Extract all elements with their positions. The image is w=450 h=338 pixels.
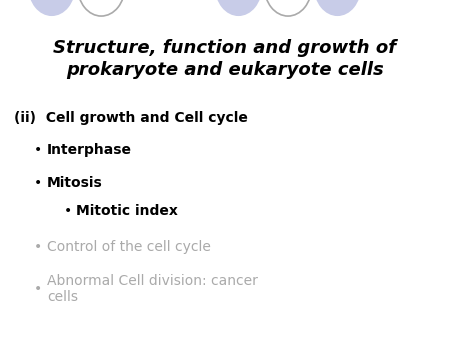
Text: •: •: [34, 175, 42, 190]
Text: Abnormal Cell division: cancer
cells: Abnormal Cell division: cancer cells: [47, 274, 258, 304]
Text: Interphase: Interphase: [47, 143, 132, 158]
Ellipse shape: [314, 0, 361, 16]
Text: (ii)  Cell growth and Cell cycle: (ii) Cell growth and Cell cycle: [14, 111, 248, 125]
Text: •: •: [34, 282, 42, 296]
Text: Mitosis: Mitosis: [47, 175, 103, 190]
Ellipse shape: [28, 0, 76, 16]
Ellipse shape: [215, 0, 262, 16]
Text: •: •: [34, 143, 42, 158]
Text: •: •: [34, 240, 42, 255]
Text: Mitotic index: Mitotic index: [76, 204, 178, 218]
Text: •: •: [63, 204, 72, 218]
Text: Structure, function and growth of
prokaryote and eukaryote cells: Structure, function and growth of prokar…: [54, 39, 396, 79]
Text: Control of the cell cycle: Control of the cell cycle: [47, 240, 211, 255]
